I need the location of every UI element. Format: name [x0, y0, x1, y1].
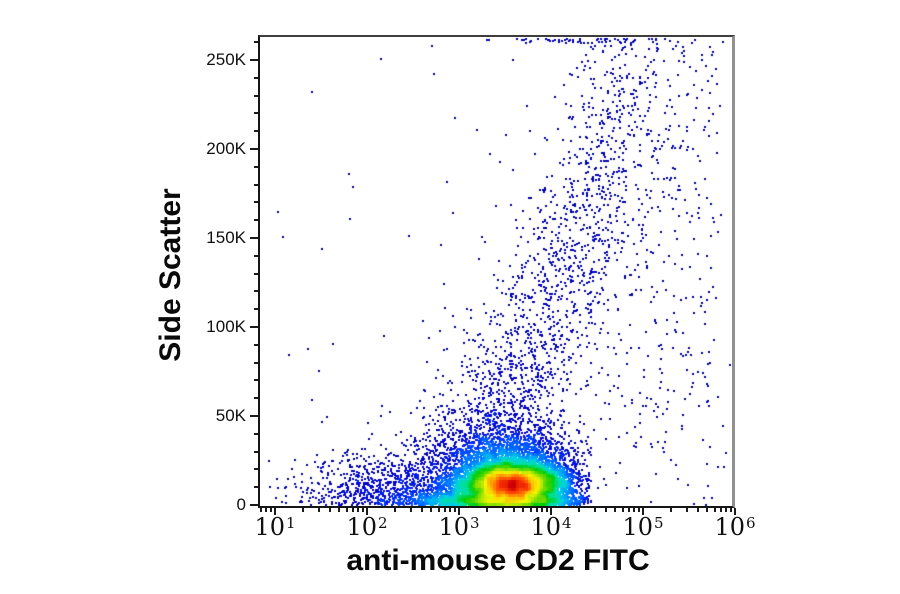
x-tick-label: 101 — [254, 513, 296, 541]
x-tick-label: 105 — [622, 513, 664, 541]
y-minor-tick — [254, 361, 258, 364]
x-minor-tick — [338, 508, 341, 512]
x-minor-tick — [545, 508, 548, 512]
y-minor-tick — [254, 468, 258, 471]
x-minor-tick — [301, 508, 304, 512]
y-minor-tick — [254, 379, 258, 382]
y-minor-tick — [254, 272, 258, 275]
x-minor-tick — [357, 508, 360, 512]
x-tick-label: 103 — [438, 513, 480, 541]
y-minor-tick — [254, 308, 258, 311]
density-scatter-canvas — [260, 37, 732, 506]
y-minor-tick — [254, 165, 258, 168]
x-minor-tick — [453, 508, 456, 512]
y-minor-tick — [254, 94, 258, 97]
x-minor-tick — [430, 508, 433, 512]
x-minor-tick — [529, 508, 532, 512]
y-major-tick — [250, 326, 258, 328]
x-minor-tick — [259, 508, 262, 512]
x-major-tick — [550, 508, 552, 515]
x-minor-tick — [621, 508, 624, 512]
x-major-tick — [274, 508, 276, 515]
x-minor-tick — [633, 508, 636, 512]
y-tick-label: 250K — [206, 50, 246, 69]
x-minor-tick — [361, 508, 364, 512]
x-minor-tick — [485, 508, 488, 512]
x-minor-tick — [351, 508, 354, 512]
y-minor-tick — [254, 41, 258, 44]
x-minor-tick — [535, 508, 538, 512]
y-major-tick — [250, 59, 258, 61]
x-tick-label: 106 — [714, 513, 756, 541]
x-minor-tick — [513, 508, 516, 512]
y-major-tick — [250, 148, 258, 150]
x-minor-tick — [729, 508, 732, 512]
x-minor-tick — [317, 508, 320, 512]
y-minor-tick — [254, 112, 258, 115]
y-minor-tick — [254, 343, 258, 346]
x-minor-tick — [697, 508, 700, 512]
y-minor-tick — [254, 219, 258, 222]
x-minor-tick — [437, 508, 440, 512]
x-minor-tick — [685, 508, 688, 512]
x-minor-tick — [409, 508, 412, 512]
y-minor-tick — [254, 397, 258, 400]
y-minor-tick — [254, 450, 258, 453]
x-minor-tick — [719, 508, 722, 512]
x-axis-title: anti-mouse CD2 FITC — [346, 544, 650, 577]
y-minor-tick — [254, 76, 258, 79]
x-minor-tick — [443, 508, 446, 512]
y-minor-tick — [254, 254, 258, 257]
y-minor-tick — [254, 486, 258, 489]
y-tick-label: 150K — [206, 228, 246, 247]
x-tick-label: 102 — [346, 513, 388, 541]
x-minor-tick — [706, 508, 709, 512]
x-minor-tick — [269, 508, 272, 512]
y-minor-tick — [254, 290, 258, 293]
x-minor-tick — [265, 508, 268, 512]
x-minor-tick — [593, 508, 596, 512]
y-minor-tick — [254, 201, 258, 204]
x-minor-tick — [421, 508, 424, 512]
y-minor-tick — [254, 432, 258, 435]
x-major-tick — [734, 508, 736, 515]
x-minor-tick — [637, 508, 640, 512]
x-minor-tick — [614, 508, 617, 512]
x-minor-tick — [522, 508, 525, 512]
y-tick-label: 100K — [206, 317, 246, 336]
x-minor-tick — [669, 508, 672, 512]
plot-area — [258, 35, 735, 508]
x-minor-tick — [393, 508, 396, 512]
x-major-tick — [642, 508, 644, 515]
x-tick-label: 104 — [530, 513, 572, 541]
x-minor-tick — [345, 508, 348, 512]
x-minor-tick — [329, 508, 332, 512]
x-major-tick — [458, 508, 460, 515]
x-minor-tick — [725, 508, 728, 512]
x-minor-tick — [605, 508, 608, 512]
y-major-tick — [250, 237, 258, 239]
y-axis-title: Side Scatter — [154, 188, 187, 362]
y-minor-tick — [254, 183, 258, 186]
x-minor-tick — [627, 508, 630, 512]
y-tick-label: 0 — [236, 495, 246, 514]
y-minor-tick — [254, 130, 258, 133]
x-minor-tick — [577, 508, 580, 512]
y-major-tick — [250, 504, 258, 506]
y-major-tick — [250, 415, 258, 417]
x-minor-tick — [449, 508, 452, 512]
x-major-tick — [366, 508, 368, 515]
x-minor-tick — [713, 508, 716, 512]
y-tick-label: 50K — [215, 406, 246, 425]
y-tick-label: 200K — [206, 139, 246, 158]
x-minor-tick — [541, 508, 544, 512]
x-minor-tick — [501, 508, 504, 512]
